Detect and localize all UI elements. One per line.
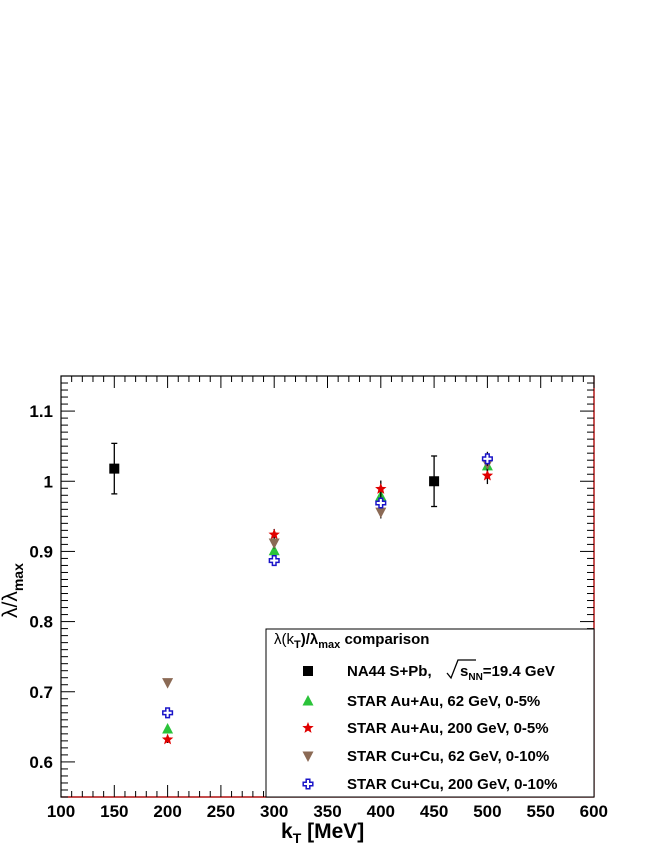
x-tick-label: 350 bbox=[313, 802, 341, 821]
legend-box bbox=[265, 628, 595, 798]
legend-label: STAR Au+Au, 62 GeV, 0-5% bbox=[347, 693, 540, 710]
legend-marker bbox=[302, 778, 314, 790]
data-point bbox=[375, 497, 387, 509]
legend-label: NA44 S+Pb, bbox=[347, 663, 432, 680]
data-point bbox=[268, 528, 280, 540]
data-point bbox=[268, 554, 280, 567]
legend-label: STAR Cu+Cu, 62 GeV, 0-10% bbox=[347, 748, 549, 765]
legend-title: λ(kT)/λmax comparison bbox=[274, 631, 429, 651]
tick-labels: 100 150 200 250 300 350 400 450 500 550 600 0.6 0.7 0… bbox=[29, 402, 608, 821]
legend-marker bbox=[302, 695, 314, 706]
sqrt-sign bbox=[446, 659, 476, 680]
x-tick-label: 300 bbox=[260, 802, 288, 821]
y-tick-label: 0.8 bbox=[29, 613, 53, 632]
y-tick-label: 1 bbox=[44, 472, 53, 491]
data-point bbox=[161, 733, 174, 745]
data-point bbox=[481, 453, 493, 465]
x-axis-title: kT [MeV] bbox=[281, 820, 364, 846]
x-tick-label: 250 bbox=[207, 802, 235, 821]
data-point bbox=[162, 678, 174, 689]
data-point bbox=[375, 482, 387, 494]
x-tick-label: 200 bbox=[153, 802, 181, 821]
series-1 bbox=[109, 442, 440, 508]
legend-label: STAR Au+Au, 200 GeV, 0-5% bbox=[347, 720, 549, 737]
x-tick-label: 550 bbox=[527, 802, 555, 821]
y-tick-label: 0.6 bbox=[29, 753, 53, 772]
x-tick-label: 500 bbox=[473, 802, 501, 821]
data-point bbox=[162, 707, 174, 719]
plot-area bbox=[109, 442, 494, 745]
legend: λ(kT)/λmax comparison NA44 S+Pb, sNN=19.4 … bbox=[265, 628, 595, 798]
x-tick-label: 100 bbox=[47, 802, 75, 821]
y-tick-label: 1.1 bbox=[29, 402, 53, 421]
y-tick-label: 0.9 bbox=[29, 542, 53, 561]
data-point bbox=[429, 476, 440, 487]
data-point bbox=[268, 544, 280, 556]
series-3 bbox=[161, 467, 494, 745]
data-point bbox=[162, 722, 174, 734]
legend-label-sqrt: sNN=19.4 GeV bbox=[460, 663, 555, 683]
legend-marker bbox=[302, 751, 314, 762]
x-tick-label: 150 bbox=[100, 802, 128, 821]
data-point bbox=[481, 469, 494, 481]
x-tick-label: 600 bbox=[580, 802, 608, 821]
legend-marker bbox=[302, 722, 314, 733]
y-axis-title: λ/λmax bbox=[0, 563, 26, 618]
data-point bbox=[268, 538, 280, 549]
legend-marker bbox=[303, 666, 313, 676]
y-tick-label: 0.7 bbox=[29, 683, 53, 702]
x-tick-label: 400 bbox=[367, 802, 395, 821]
data-point bbox=[109, 463, 120, 474]
data-point bbox=[375, 507, 387, 519]
x-tick-label: 450 bbox=[420, 802, 448, 821]
series-5 bbox=[162, 451, 493, 719]
legend-label: STAR Cu+Cu, 200 GeV, 0-10% bbox=[347, 776, 558, 793]
